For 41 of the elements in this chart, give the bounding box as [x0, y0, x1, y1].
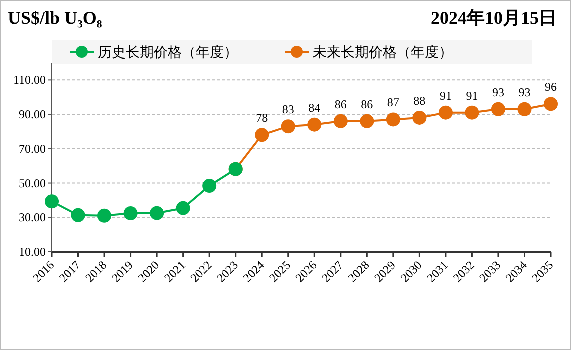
point: [150, 206, 164, 220]
y-tick-label: 30.00: [19, 210, 46, 225]
point: [334, 114, 348, 128]
point: [544, 97, 558, 112]
data-label: 93: [492, 85, 504, 100]
data-label: 87: [387, 96, 400, 110]
y-tick-label: 90.00: [19, 108, 46, 122]
point: [360, 114, 374, 128]
chart-subtitle: 2024年10月15日: [431, 8, 557, 28]
point: [202, 179, 217, 194]
data-label: 91: [466, 88, 478, 103]
point: [281, 120, 296, 134]
point: [412, 110, 427, 125]
data-label: 96: [545, 80, 557, 94]
legend-label: 历史长期价格（年度）: [98, 45, 238, 61]
point: [255, 128, 270, 142]
data-label: 84: [308, 100, 321, 115]
data-label: 93: [518, 85, 531, 100]
chart-title: US$/lb U₃O₈: [8, 8, 103, 28]
y-tick-label: 70.00: [19, 142, 46, 156]
data-label: 78: [256, 111, 268, 126]
y-tick-label: 50.00: [19, 176, 46, 190]
data-label: 83: [282, 102, 294, 117]
y-tick-label: 10.00: [19, 245, 46, 259]
point: [518, 102, 532, 116]
data-label: 88: [414, 94, 426, 108]
point: [386, 112, 400, 127]
point: [465, 106, 480, 120]
point: [98, 208, 112, 223]
legend-label: 未来长期价格（年度）: [313, 45, 453, 61]
point: [438, 106, 453, 120]
data-label: 91: [440, 88, 452, 103]
data-label: 86: [361, 97, 374, 112]
point: [124, 206, 138, 221]
point: [71, 208, 86, 222]
data-label: 86: [334, 97, 347, 112]
y-tick-label: 110.00: [13, 73, 46, 88]
point: [176, 201, 190, 216]
point: [491, 102, 506, 116]
point: [308, 118, 322, 132]
point: [45, 194, 59, 209]
